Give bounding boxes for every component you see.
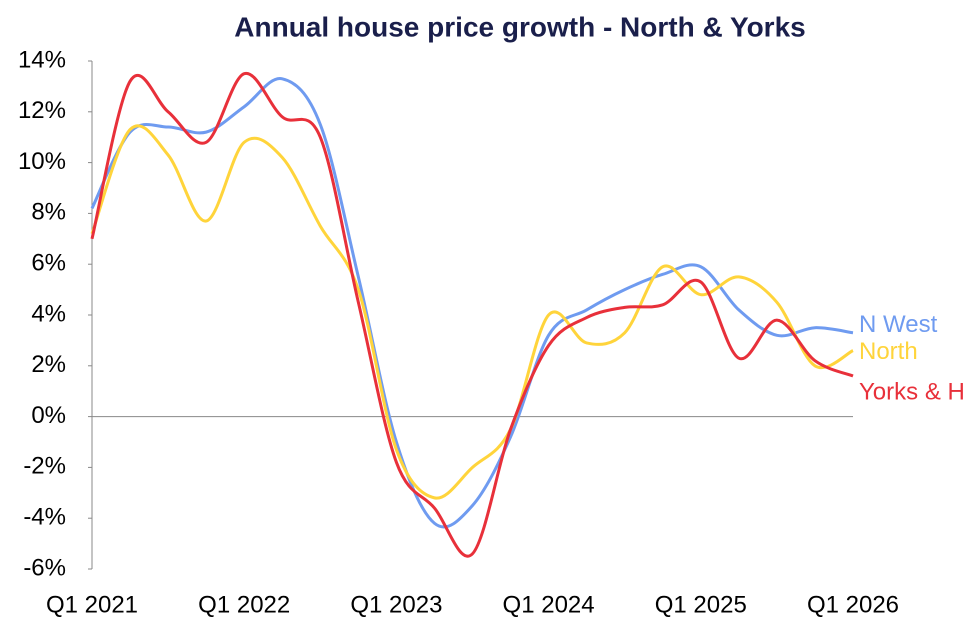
series-line — [90, 77, 854, 529]
y-tick-label: 0% — [31, 402, 66, 429]
y-tick-label: -4% — [23, 504, 66, 531]
x-tick-label: Q1 2023 — [350, 591, 442, 618]
y-tick-label: -2% — [23, 453, 66, 480]
x-tick-label: Q1 2024 — [503, 591, 595, 618]
y-tick-label: -6% — [23, 554, 66, 581]
y-tick-label: 2% — [31, 351, 66, 378]
x-tick-label: Q1 2022 — [198, 591, 290, 618]
x-tick-label: Q1 2026 — [807, 591, 899, 618]
y-tick-label: 12% — [18, 97, 66, 124]
y-tick-label: 4% — [31, 300, 66, 327]
x-tick-label: Q1 2021 — [46, 591, 138, 618]
series-line — [90, 72, 854, 558]
series-line — [90, 124, 854, 500]
y-tick-label: 14% — [18, 46, 66, 73]
series-label: North — [859, 338, 918, 365]
series-label: N West — [859, 311, 938, 338]
y-tick-label: 10% — [18, 148, 66, 175]
y-tick-label: 8% — [31, 199, 66, 226]
chart-title: Annual house price growth - North & York… — [234, 11, 805, 42]
y-tick-label: 6% — [31, 250, 66, 277]
x-tick-label: Q1 2025 — [655, 591, 747, 618]
series-label: Yorks & H — [859, 378, 965, 405]
